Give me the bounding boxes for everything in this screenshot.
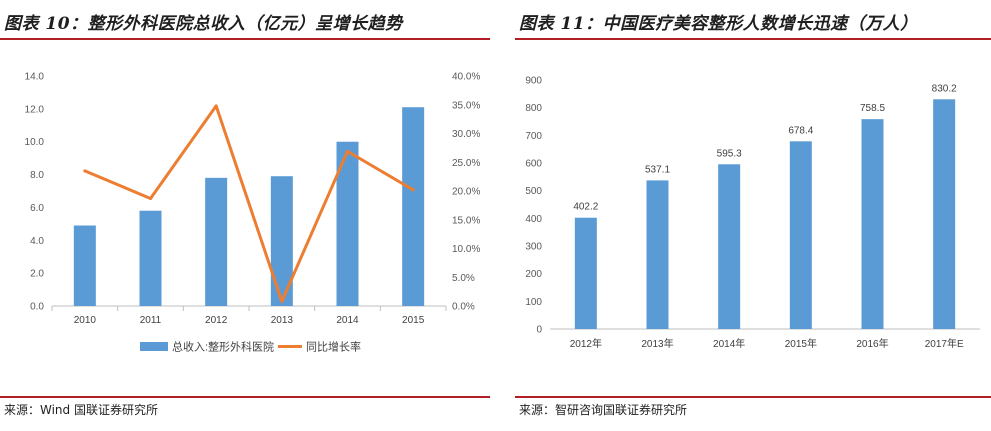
x-tick-label: 2015年: [785, 337, 817, 350]
patients-bar: [646, 180, 669, 329]
y-tick-label: 300: [525, 242, 542, 253]
x-tick-label: 2013: [271, 315, 294, 326]
right-figure-title: 图表 11：中国医疗美容整形人数增长迅速（万人）: [519, 14, 918, 34]
growth-rate-point: [149, 196, 152, 200]
revenue-chart: 0.0 2.0 4.0 6.0 8.0 10.0 12.0 14.0 0.0% 5.0% 10.0%…: [25, 72, 481, 354]
y-tick-label: 800: [525, 103, 542, 114]
right-y-tick-label: 0.0%: [452, 302, 475, 313]
bar-value-label: 678.4: [788, 125, 813, 136]
right-y-tick-label: 30.0%: [452, 129, 480, 140]
left-source-note: 来源：Wind 国联证券研究所: [4, 403, 158, 417]
revenue-bar: [270, 176, 293, 306]
left-figure-title: 图表 10：整形外科医院总收入（亿元）呈增长趋势: [4, 14, 403, 34]
y-tick-label: 400: [525, 214, 542, 225]
y-tick-label: 600: [525, 159, 542, 170]
right-figure-panel: 图表 11：中国医疗美容整形人数增长迅速（万人） 0 100 200 300 400 50…: [515, 0, 991, 431]
x-tick-label: 2014: [336, 315, 359, 326]
left-figure-panel: 图表 10：整形外科医院总收入（亿元）呈增长趋势 0.0 2.0 4.0 6.0 8.0…: [0, 0, 490, 431]
x-tick-label: 2013年: [641, 337, 673, 350]
y-tick-label: 900: [525, 76, 542, 87]
right-y-tick-label: 10.0%: [452, 244, 480, 255]
x-tick-label: 2014年: [713, 337, 745, 350]
bar-value-label: 830.2: [932, 83, 957, 94]
right-y-tick-label: 20.0%: [452, 187, 480, 198]
right-y-tick-label: 5.0%: [452, 273, 475, 284]
growth-rate-point: [280, 299, 284, 303]
revenue-bar: [139, 210, 162, 306]
x-tick-label: 2015: [402, 315, 425, 326]
y-tick-label: 700: [525, 131, 542, 142]
patients-bar: [718, 164, 741, 329]
legend-line-label: 同比增长率: [306, 340, 361, 354]
growth-rate-point: [214, 104, 218, 108]
x-tick-label: 2012年: [570, 337, 602, 350]
bar-value-label: 758.5: [860, 103, 885, 114]
right-source-rule: [515, 396, 991, 398]
bar-value-label: 402.2: [573, 202, 598, 213]
x-tick-label: 2010: [74, 315, 97, 326]
legend-bar-swatch: [140, 342, 168, 351]
x-tick-label: 2012: [205, 315, 228, 326]
left-y-tick-label: 14.0: [25, 72, 45, 83]
left-y-tick-label: 12.0: [25, 104, 45, 115]
revenue-bar: [205, 177, 228, 306]
patients-bar: [789, 141, 812, 329]
left-y-tick-label: 4.0: [30, 236, 44, 247]
left-y-tick-label: 2.0: [30, 269, 44, 280]
right-source-note: 来源：智研咨询国联证券研究所: [519, 403, 688, 417]
growth-rate-point: [346, 149, 349, 153]
left-y-tick-label: 8.0: [30, 170, 44, 181]
right-y-tick-label: 40.0%: [452, 72, 480, 83]
right-y-tick-label: 35.0%: [452, 100, 480, 111]
revenue-bar: [402, 107, 425, 306]
x-tick-label: 2016年: [856, 337, 888, 350]
left-y-tick-label: 10.0: [25, 137, 45, 148]
revenue-bar: [73, 225, 96, 306]
left-y-tick-label: 0.0: [30, 302, 44, 313]
x-tick-label: 2017年E: [925, 337, 964, 350]
right-title-rule: [515, 38, 991, 40]
right-y-tick-label: 15.0%: [452, 215, 480, 226]
y-tick-label: 200: [525, 269, 542, 280]
patients-bar: [933, 99, 956, 329]
left-y-tick-label: 6.0: [30, 203, 44, 214]
patients-bar: [574, 217, 597, 329]
y-tick-label: 500: [525, 186, 542, 197]
left-source-rule: [0, 396, 490, 398]
legend-bar-label: 总收入:整形外科医院: [172, 340, 274, 354]
right-y-tick-label: 25.0%: [452, 158, 480, 169]
bar-value-label: 595.3: [717, 148, 742, 159]
growth-rate-point: [83, 169, 87, 173]
left-title-rule: [0, 38, 490, 40]
bar-value-label: 537.1: [645, 164, 670, 175]
patients-chart: 0 100 200 300 400 500 600 700 800 900 402.2 2012年 53…: [525, 76, 980, 350]
growth-rate-line: [83, 104, 415, 303]
x-tick-label: 2011: [140, 315, 162, 326]
patients-bar: [861, 119, 884, 329]
growth-rate-point: [411, 188, 415, 192]
revenue-bar: [336, 141, 359, 306]
y-tick-label: 100: [525, 297, 542, 308]
y-tick-label: 0: [536, 325, 542, 336]
